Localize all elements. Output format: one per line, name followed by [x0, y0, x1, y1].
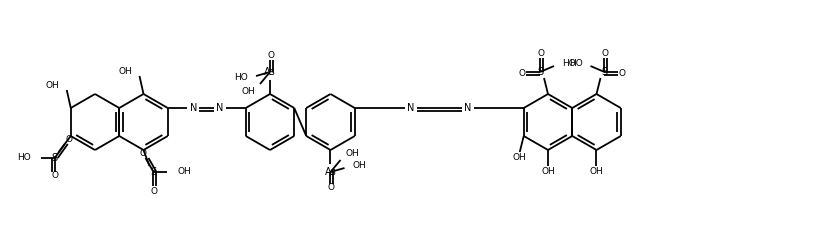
Text: OH: OH — [118, 68, 132, 76]
Text: N: N — [217, 103, 224, 113]
Text: HO: HO — [562, 60, 576, 69]
Text: HO: HO — [17, 154, 31, 163]
Text: O: O — [52, 172, 58, 180]
Text: O: O — [619, 69, 626, 78]
Text: S: S — [601, 67, 607, 77]
Text: O: O — [518, 69, 526, 78]
Text: N: N — [190, 103, 197, 113]
Text: As: As — [325, 167, 337, 177]
Text: HO: HO — [234, 74, 248, 83]
Text: O: O — [328, 183, 335, 193]
Text: OH: OH — [346, 149, 359, 158]
Text: O: O — [602, 50, 609, 59]
Text: N: N — [464, 103, 471, 113]
Text: N: N — [407, 103, 414, 113]
Text: OH: OH — [46, 81, 60, 90]
Text: O: O — [151, 187, 158, 195]
Text: OH: OH — [590, 168, 603, 177]
Text: O: O — [537, 50, 545, 59]
Text: S: S — [151, 167, 157, 177]
Text: S: S — [537, 67, 543, 77]
Text: OH: OH — [352, 162, 367, 170]
Text: O: O — [267, 51, 275, 60]
Text: OH: OH — [513, 154, 526, 163]
Text: OH: OH — [242, 86, 255, 95]
Text: OH: OH — [541, 168, 555, 177]
Text: O: O — [65, 135, 72, 144]
Text: OH: OH — [177, 168, 192, 177]
Text: O: O — [140, 149, 147, 159]
Text: S: S — [52, 153, 57, 163]
Text: HO: HO — [569, 60, 582, 69]
Text: As: As — [264, 67, 276, 77]
